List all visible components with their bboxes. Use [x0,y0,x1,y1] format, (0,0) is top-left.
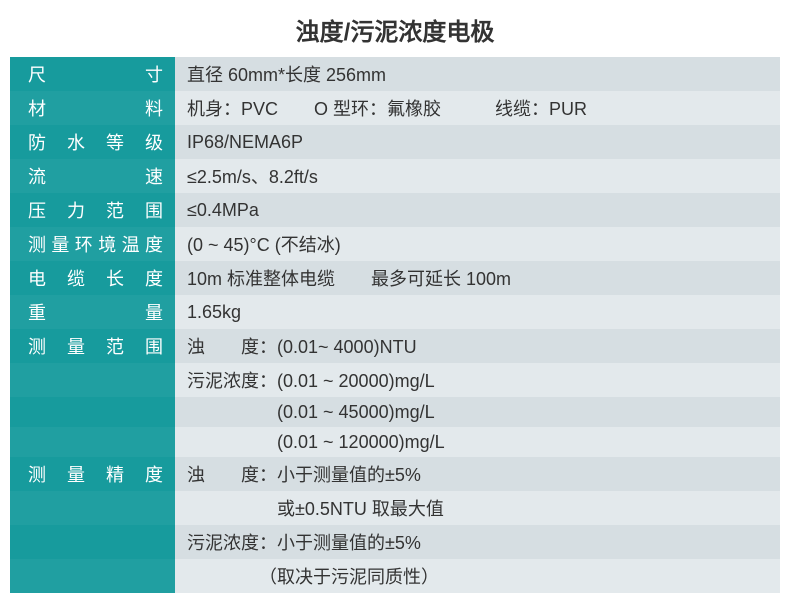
row-value: (0.01 ~ 45000)mg/L [175,397,780,427]
table-row: 材料机身：PVC O 型环：氟橡胶 线缆：PUR [10,91,780,125]
table-row: 压力范围≤0.4MPa [10,193,780,227]
row-label [10,525,175,559]
row-label [10,397,175,427]
table-row: 污泥浓度：(0.01 ~ 20000)mg/L [10,363,780,397]
table-row: 测量环境温度(0 ~ 45)°C (不结冰) [10,227,780,261]
row-value: 1.65kg [175,295,780,329]
row-value: 污泥浓度：(0.01 ~ 20000)mg/L [175,363,780,397]
row-label: 测量环境温度 [10,227,175,261]
row-label: 压力范围 [10,193,175,227]
row-value: 10m 标准整体电缆 最多可延长 100m [175,261,780,295]
row-label [10,559,175,593]
row-label: 材料 [10,91,175,125]
row-label: 防水等级 [10,125,175,159]
row-value: 污泥浓度：小于测量值的±5% [175,525,780,559]
row-label: 电缆长度 [10,261,175,295]
table-row: 或±0.5NTU 取最大值 [10,491,780,525]
page-title: 浊度/污泥浓度电极 [10,12,780,47]
row-value: （取决于污泥同质性） [175,559,780,593]
table-row: 污泥浓度：小于测量值的±5% [10,525,780,559]
table-row: 电缆长度 10m 标准整体电缆 最多可延长 100m [10,261,780,295]
table-row: 测量范围浊 度：(0.01~ 4000)NTU [10,329,780,363]
row-label: 测量精度 [10,457,175,491]
row-label: 测量范围 [10,329,175,363]
table-row: (0.01 ~ 45000)mg/L [10,397,780,427]
table-row: (0.01 ~ 120000)mg/L [10,427,780,457]
row-label [10,363,175,397]
table-row: （取决于污泥同质性） [10,559,780,593]
row-value: 浊 度：(0.01~ 4000)NTU [175,329,780,363]
row-value: ≤0.4MPa [175,193,780,227]
row-value: 直径 60mm*长度 256mm [175,57,780,91]
row-label: 流速 [10,159,175,193]
row-value: 机身：PVC O 型环：氟橡胶 线缆：PUR [175,91,780,125]
row-label [10,427,175,457]
spec-table-body: 尺寸直径 60mm*长度 256mm材料机身：PVC O 型环：氟橡胶 线缆：P… [10,57,780,593]
row-value: 浊 度：小于测量值的±5% [175,457,780,491]
row-label [10,491,175,525]
table-row: 测量精度浊 度：小于测量值的±5% [10,457,780,491]
row-value: 或±0.5NTU 取最大值 [175,491,780,525]
row-value: ≤2.5m/s、8.2ft/s [175,159,780,193]
spec-table: 尺寸直径 60mm*长度 256mm材料机身：PVC O 型环：氟橡胶 线缆：P… [10,57,780,593]
table-row: 防水等级IP68/NEMA6P [10,125,780,159]
spec-sheet: 浊度/污泥浓度电极 尺寸直径 60mm*长度 256mm材料机身：PVC O 型… [10,12,780,593]
table-row: 尺寸直径 60mm*长度 256mm [10,57,780,91]
row-value: IP68/NEMA6P [175,125,780,159]
row-label: 尺寸 [10,57,175,91]
table-row: 流速≤2.5m/s、8.2ft/s [10,159,780,193]
row-value: (0 ~ 45)°C (不结冰) [175,227,780,261]
row-value: (0.01 ~ 120000)mg/L [175,427,780,457]
table-row: 重量1.65kg [10,295,780,329]
row-label: 重量 [10,295,175,329]
